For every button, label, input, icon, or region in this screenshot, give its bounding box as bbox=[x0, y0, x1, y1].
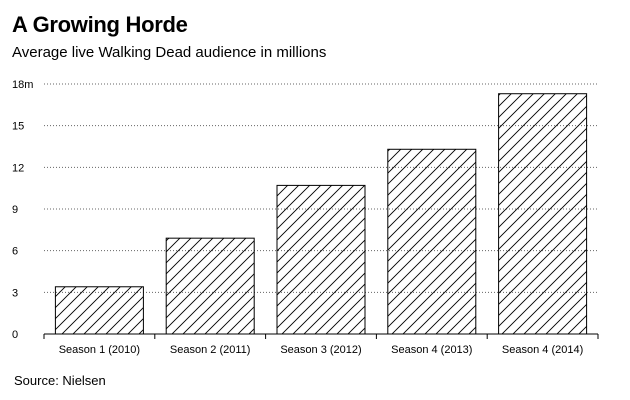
y-tick-label: 6 bbox=[12, 246, 18, 258]
y-tick-label: 0 bbox=[12, 329, 18, 341]
bar bbox=[276, 184, 366, 335]
y-tick-label: 3 bbox=[12, 287, 18, 299]
chart-title: A Growing Horde bbox=[12, 12, 188, 37]
x-tick-label: Season 2 (2011) bbox=[170, 344, 251, 356]
x-tick-label: Season 4 (2014) bbox=[502, 344, 583, 356]
x-tick-label: Season 1 (2010) bbox=[59, 344, 140, 356]
x-tick-label: Season 3 (2012) bbox=[280, 344, 361, 356]
y-tick-labels: 0 3 6 9 12 15 18m bbox=[12, 79, 33, 341]
y-tick-label: 12 bbox=[12, 162, 24, 174]
chart-subtitle: Average live Walking Dead audience in mi… bbox=[12, 44, 327, 61]
bar bbox=[165, 237, 255, 335]
y-tick-label: 18m bbox=[12, 79, 33, 91]
bars bbox=[54, 93, 588, 335]
y-tick-label: 9 bbox=[12, 204, 18, 216]
bar bbox=[387, 148, 477, 335]
y-tick-label: 15 bbox=[12, 121, 24, 133]
source-note: Source: Nielsen bbox=[14, 373, 106, 388]
x-tick-label: Season 4 (2013) bbox=[391, 344, 472, 356]
bar bbox=[498, 93, 588, 335]
bar bbox=[54, 286, 144, 335]
x-tick-labels: Season 1 (2010) Season 2 (2011) Season 3 (… bbox=[59, 344, 584, 356]
x-axis bbox=[43, 333, 599, 339]
